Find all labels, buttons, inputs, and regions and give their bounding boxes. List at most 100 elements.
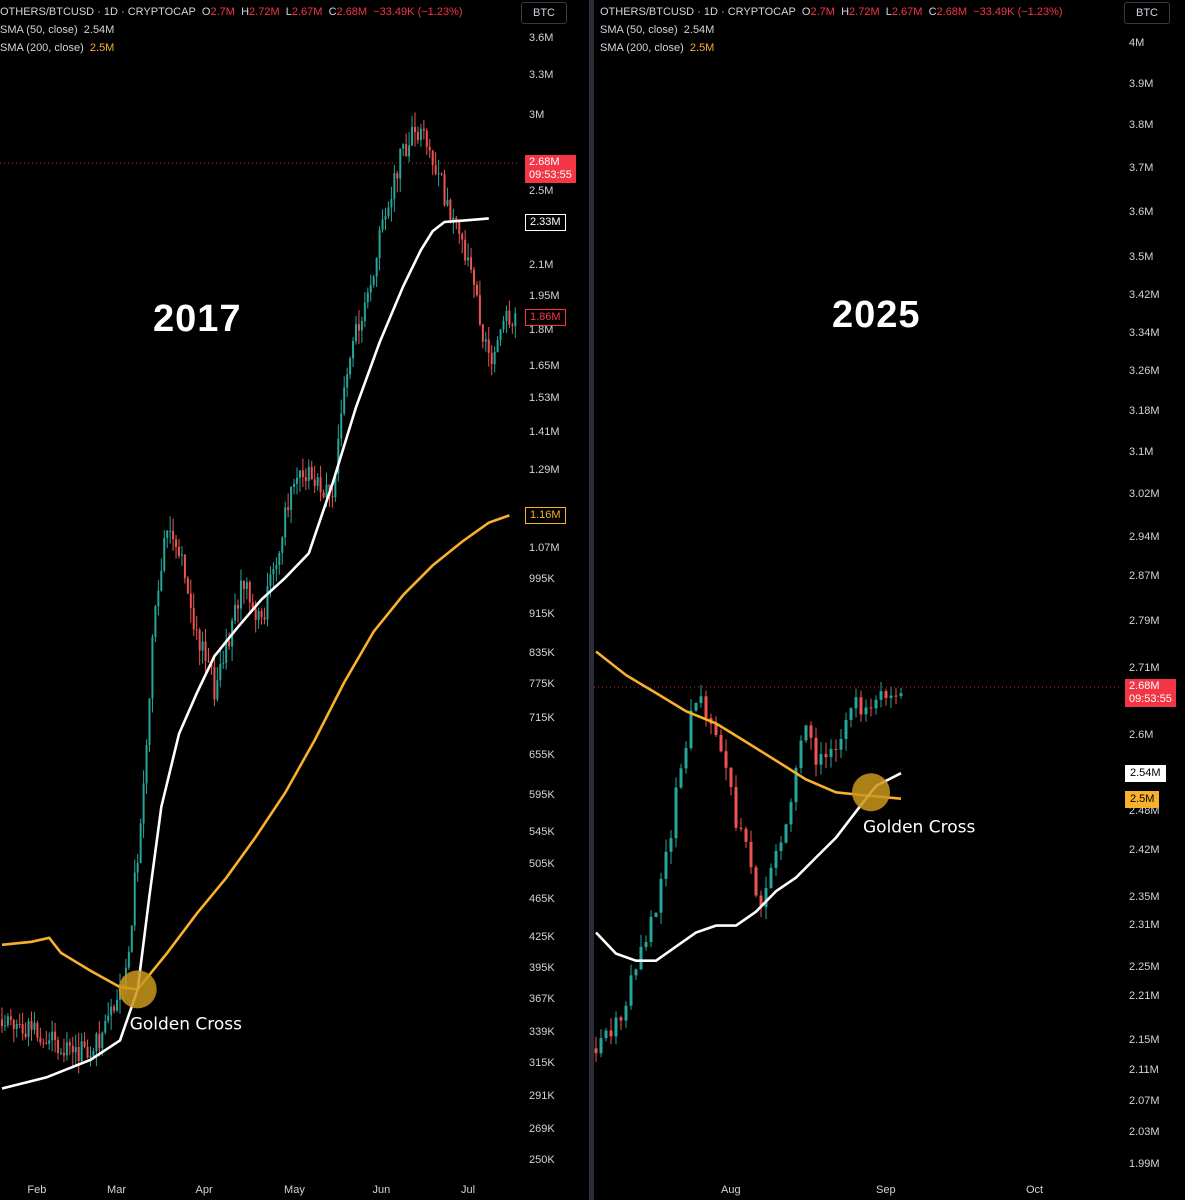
price-tick-label: 269K [529, 1123, 555, 1136]
candle [604, 1027, 608, 1042]
candle [33, 1011, 36, 1035]
candle [437, 159, 440, 187]
price-tick-label: 315K [529, 1056, 555, 1069]
price-tick-label: 2.5M [529, 185, 554, 198]
candle-body [349, 358, 352, 375]
candle-body [222, 662, 225, 664]
candle-body [381, 219, 384, 230]
candle [649, 910, 653, 947]
candle-body [145, 744, 148, 784]
candle [48, 1032, 51, 1050]
candle-body [186, 578, 189, 594]
candle-body [163, 538, 166, 571]
candle [809, 721, 813, 750]
candle [133, 859, 136, 931]
candle-body [659, 878, 663, 913]
price-tick-label: 1.95M [529, 289, 560, 302]
chart-panel-2025[interactable]: Golden Cross OTHERS/BTCUSD · 1D · CRYPTO… [594, 0, 1185, 1200]
candle [355, 315, 357, 345]
price-marker-current: 2.68M 09:53:55 [1125, 679, 1176, 708]
candle [694, 702, 698, 713]
candle-body [719, 734, 723, 752]
candle [879, 682, 883, 708]
candle [1, 1007, 3, 1033]
candle-body [839, 738, 843, 750]
candle [293, 478, 296, 495]
candle [42, 1038, 45, 1049]
candle [21, 1012, 24, 1041]
candle [874, 695, 878, 715]
candle-body [854, 697, 858, 709]
candle [390, 186, 393, 222]
candle-body [360, 321, 363, 331]
sma50-line [595, 772, 902, 962]
sma200-label: SMA (200, close) [600, 42, 684, 54]
candle [136, 853, 139, 882]
candle [349, 356, 352, 379]
golden-cross-label: Golden Cross [863, 817, 975, 837]
panel-divider[interactable] [589, 0, 594, 1200]
candle [824, 742, 828, 769]
candle-body [116, 999, 119, 1011]
chart-panel-2017[interactable]: Golden Cross OTHERS/BTCUSD · 1D · CRYPTO… [0, 0, 590, 1200]
candle [36, 1020, 39, 1042]
chart-canvas-2025[interactable]: Golden Cross [594, 0, 1185, 1200]
candle [899, 687, 903, 699]
sma200-legend-row[interactable]: SMA (200, close) 2.5M [0, 39, 463, 57]
candle [272, 562, 275, 589]
currency-badge[interactable]: BTC [1124, 2, 1170, 24]
candle [419, 123, 422, 147]
sma50-legend-row[interactable]: SMA (50, close) 2.54M [600, 21, 1063, 39]
candle-body [779, 842, 783, 851]
candle-body [405, 144, 408, 157]
countdown-timer: 09:53:55 [529, 169, 572, 182]
change-value: −33.49K (−1.23%) [973, 6, 1063, 18]
candle [337, 424, 340, 482]
candle [304, 468, 307, 491]
high-value: 2.72M [249, 6, 280, 18]
candle [157, 579, 160, 616]
sma50-legend-row[interactable]: SMA (50, close) 2.54M [0, 21, 463, 39]
candle [145, 739, 148, 794]
candle-body [169, 530, 172, 532]
symbol-info[interactable]: OTHERS/BTCUSD · 1D · CRYPTOCAP [0, 6, 196, 18]
candle [416, 126, 419, 144]
candle-body [724, 751, 728, 768]
candle-body [669, 838, 673, 852]
price-tick-label: 1.65M [529, 360, 560, 373]
sma200-legend-row[interactable]: SMA (200, close) 2.5M [600, 39, 1063, 57]
candle [829, 739, 833, 768]
candle [764, 876, 768, 920]
high-label: H [841, 6, 850, 18]
candle [301, 458, 304, 488]
candle-body [266, 586, 269, 620]
sma50-label: SMA (50, close) [600, 24, 678, 36]
candle [266, 572, 269, 627]
candle [148, 698, 151, 752]
currency-badge[interactable]: BTC [521, 2, 567, 24]
candle [839, 728, 843, 759]
symbol-info[interactable]: OTHERS/BTCUSD · 1D · CRYPTOCAP [600, 6, 796, 18]
candle-body [894, 695, 898, 697]
candle-body [139, 823, 142, 864]
candle [654, 912, 658, 918]
candle-body [411, 126, 414, 146]
chart-canvas-2017[interactable]: Golden Cross [0, 0, 590, 1200]
candle [60, 1047, 62, 1056]
candle [77, 1032, 80, 1074]
candle [669, 830, 673, 864]
candle [245, 577, 248, 600]
price-tick-label: 2.1M [529, 258, 554, 271]
candle-body [57, 1040, 60, 1054]
candle-body [33, 1022, 36, 1030]
candle [496, 336, 499, 353]
candle [116, 989, 119, 1013]
price-tick-label: 595K [529, 789, 555, 802]
candle-body [304, 477, 307, 482]
candle [405, 133, 408, 157]
candle-body [363, 302, 366, 322]
candle-body [98, 1033, 101, 1049]
candle [39, 1027, 42, 1046]
candle-body [195, 629, 198, 631]
candle [357, 310, 360, 345]
